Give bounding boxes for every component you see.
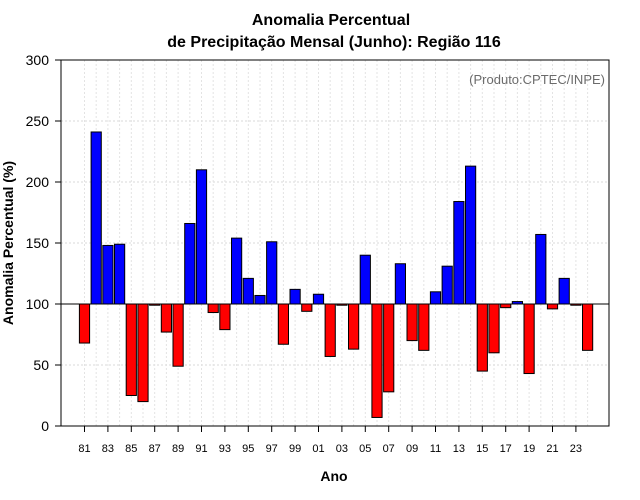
chart-title-line1: Anomalia Percentual: [252, 12, 410, 29]
bar-06: [371, 303, 383, 418]
x-tick-label: 93: [219, 443, 231, 455]
bar-88: [160, 303, 173, 333]
bar-96: [254, 294, 266, 305]
bar-04: [348, 303, 360, 350]
bar-81: [78, 303, 91, 344]
x-axis: 81 83 85 87 89 91 93 95 97 99 01 03 05 07 09 11 13 15 17 19…: [78, 426, 582, 455]
bar-02: [324, 303, 336, 357]
x-axis-label: Ano: [320, 468, 347, 484]
bar-20: [535, 233, 547, 305]
bar-19: [523, 303, 535, 375]
bar-08: [394, 263, 406, 305]
x-tick-label: 89: [172, 443, 184, 455]
x-tick-label: 13: [453, 443, 465, 455]
bar-10: [418, 303, 430, 351]
y-tick-label: 0: [41, 418, 49, 434]
bar-13: [453, 201, 465, 305]
bar-14: [465, 165, 477, 305]
bar-92: [207, 303, 219, 314]
x-tick-label: 21: [546, 443, 558, 455]
bar-22: [558, 277, 570, 305]
x-tick-label: 23: [570, 443, 582, 455]
bars: [78, 131, 594, 418]
x-tick-label: 17: [500, 443, 512, 455]
bar-09: [406, 303, 418, 342]
bar-90: [184, 222, 196, 305]
bar-07: [383, 303, 395, 393]
x-tick-label: 03: [336, 443, 348, 455]
bar-83: [102, 244, 114, 305]
y-tick-label: 250: [26, 113, 50, 129]
bar-00: [301, 303, 313, 312]
x-tick-label: 07: [383, 443, 395, 455]
bar-24: [582, 303, 594, 351]
x-tick-label: 87: [149, 443, 161, 455]
x-tick-label: 19: [523, 443, 535, 455]
bar-94: [231, 237, 243, 305]
bar-86: [137, 303, 149, 403]
x-tick-label: 09: [406, 443, 418, 455]
x-tick-label: 05: [359, 443, 371, 455]
bar-17: [500, 303, 512, 309]
bar-01: [312, 293, 325, 305]
bar-05: [359, 254, 371, 305]
bar-98: [277, 303, 289, 345]
bar-89: [172, 303, 184, 367]
bar-11: [429, 291, 442, 305]
x-tick-label: 99: [289, 443, 301, 455]
x-tick-label: 97: [266, 443, 278, 455]
bar-84: [114, 243, 126, 305]
chart-title-line2: de Precipitação Mensal (Junho): Região 1…: [167, 34, 501, 51]
x-tick-label: 91: [195, 443, 207, 455]
bar-85: [125, 303, 137, 396]
bar-15: [476, 303, 488, 372]
bar-91: [195, 169, 208, 305]
y-tick-label: 100: [26, 296, 50, 312]
y-tick-label: 200: [26, 174, 50, 190]
bar-82: [90, 131, 102, 305]
y-axis: 0 50 100 150 200 250 300: [26, 52, 61, 434]
bar-12: [441, 265, 453, 305]
x-tick-label: 85: [125, 443, 137, 455]
x-tick-label: 01: [312, 443, 324, 455]
y-tick-label: 150: [26, 235, 50, 251]
grid-lines: [61, 60, 609, 426]
y-axis-label: Anomalia Percentual (%): [0, 161, 16, 325]
bar-93: [219, 303, 231, 331]
x-tick-label: 11: [430, 443, 441, 455]
source-note: (Produto:CPTEC/INPE): [469, 72, 605, 87]
x-tick-label: 95: [242, 443, 254, 455]
x-tick-label: 15: [476, 443, 488, 455]
y-tick-label: 50: [33, 357, 49, 373]
bar-97: [266, 241, 278, 305]
bar-95: [242, 277, 254, 305]
x-tick-label: 81: [78, 443, 90, 455]
bar-21: [546, 303, 559, 310]
y-tick-label: 300: [26, 52, 50, 68]
bar-16: [488, 303, 500, 354]
bar-99: [289, 288, 301, 305]
x-tick-label: 83: [102, 443, 114, 455]
